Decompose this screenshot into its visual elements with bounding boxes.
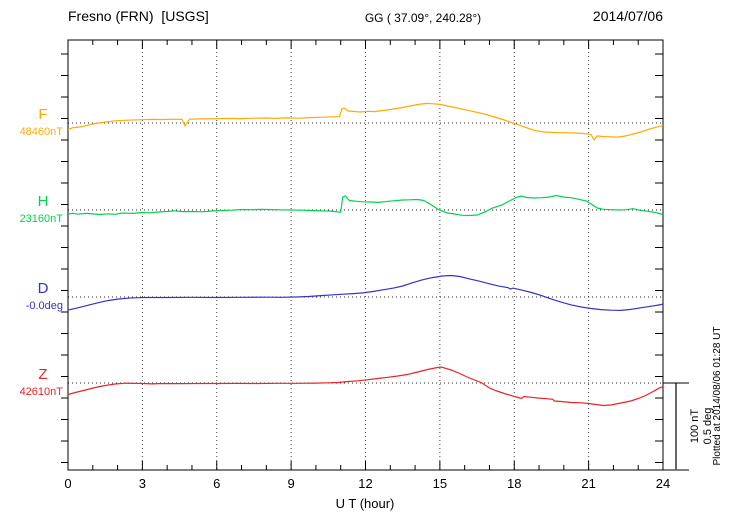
channel-letter-D: D	[37, 280, 49, 297]
channel-baseline-value-Z: 42610nT	[19, 386, 63, 398]
x-axis-title: U T (hour)	[335, 496, 395, 511]
trace-F	[67, 102, 664, 142]
x-tick-label-24: 24	[655, 476, 671, 491]
channel-baseline-value-F: 48460nT	[19, 126, 63, 138]
scale-bar-nt-label: 100 nT	[689, 408, 701, 444]
channel-letter-F: F	[38, 106, 48, 123]
station-title: Fresno (FRN) [USGS]	[68, 8, 209, 24]
geographic-coordinates: GG ( 37.09°, 240.28°)	[364, 11, 482, 25]
trace-Z	[67, 366, 664, 407]
plotted-at-timestamp: Plotted at 2014/08/06 01:28 UT	[712, 326, 723, 466]
x-tick-label-6: 6	[213, 476, 221, 491]
channel-baseline-value-D: -0.0deg	[25, 300, 63, 312]
x-tick-label-21: 21	[581, 476, 596, 491]
x-tick-label-3: 3	[138, 476, 146, 491]
x-tick-label-0: 0	[64, 476, 72, 491]
x-tick-label-12: 12	[358, 476, 373, 491]
trace-D	[67, 274, 664, 312]
trace-H	[67, 194, 664, 217]
channel-letter-H: H	[37, 193, 49, 210]
x-tick-label-18: 18	[507, 476, 522, 491]
channel-baseline-value-H: 23160nT	[19, 213, 63, 225]
x-tick-label-15: 15	[432, 476, 448, 491]
plot-date: 2014/07/06	[592, 8, 663, 24]
channel-letter-Z: Z	[38, 366, 48, 383]
x-tick-label-9: 9	[287, 476, 295, 491]
